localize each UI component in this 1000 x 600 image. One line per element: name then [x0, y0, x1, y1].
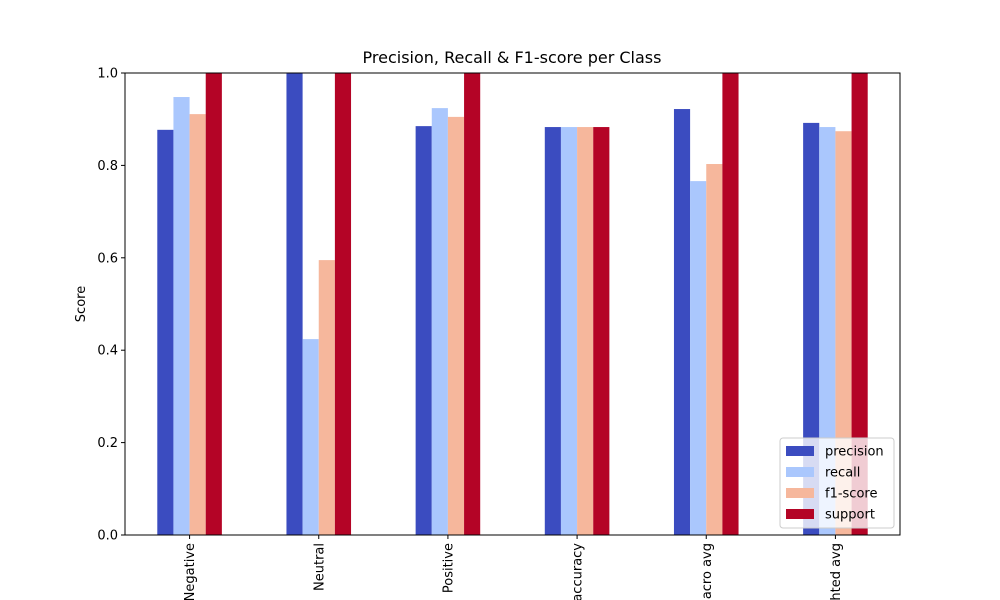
x-tick-label: accuracy	[571, 543, 586, 600]
y-tick-label: 1.0	[97, 67, 118, 82]
bar	[690, 181, 707, 535]
legend-swatch	[786, 488, 814, 498]
y-tick-label: 0.8	[97, 159, 118, 174]
bar	[544, 127, 561, 535]
bar	[431, 108, 448, 535]
y-tick-label: 0.4	[97, 344, 118, 359]
bar	[835, 131, 852, 535]
legend: precision recall f1-score support	[779, 437, 895, 529]
bar	[415, 126, 432, 535]
bar	[819, 127, 836, 535]
bar	[560, 127, 578, 535]
bar	[851, 73, 868, 535]
y-axis-label: Score	[74, 286, 89, 322]
bar	[447, 116, 465, 535]
x-tick-label: weighted avg	[829, 543, 844, 600]
bar	[302, 339, 319, 535]
chart-title: Precision, Recall & F1-score per Class	[363, 48, 662, 67]
bar	[706, 164, 723, 535]
legend-label: f1-score	[825, 487, 877, 502]
legend-box	[779, 437, 895, 529]
legend-label: recall	[825, 466, 860, 481]
bar	[157, 129, 174, 535]
legend-swatch	[786, 467, 814, 477]
x-tick-label: Positive	[441, 543, 456, 593]
x-tick-label: Negative	[183, 543, 198, 600]
legend-swatch	[786, 509, 814, 519]
bar	[318, 260, 335, 535]
bar	[593, 127, 610, 535]
bar	[334, 73, 352, 535]
bars	[157, 73, 868, 535]
bar	[286, 73, 303, 535]
bar	[673, 109, 691, 535]
plot-frame	[124, 72, 901, 536]
y-tick-label: 0.6	[97, 251, 118, 266]
x-tick-label: macro avg	[700, 543, 715, 600]
bar	[464, 73, 481, 535]
bar	[189, 114, 206, 535]
legend-swatch	[786, 446, 814, 456]
y-tick-label: 0.2	[97, 436, 118, 451]
bar	[173, 97, 190, 535]
bar	[577, 127, 594, 535]
bar	[722, 73, 739, 535]
y-tick-label: 0.0	[97, 529, 118, 544]
bar	[205, 73, 222, 535]
legend-label: precision	[825, 445, 884, 460]
legend-label: support	[825, 508, 875, 523]
x-tick-label: Neutral	[312, 543, 327, 591]
bar	[803, 122, 820, 535]
